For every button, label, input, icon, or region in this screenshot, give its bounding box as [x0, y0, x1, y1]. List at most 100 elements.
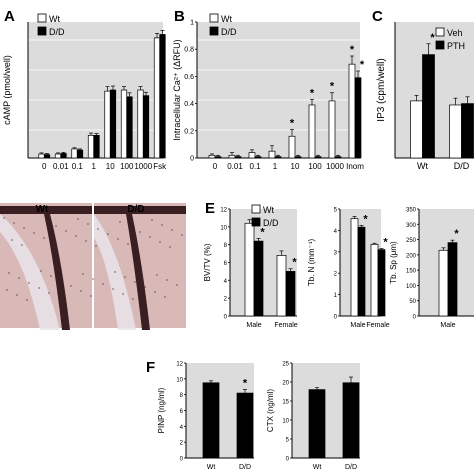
bar-wt-5: [308, 104, 316, 159]
trabecular-speck: [154, 291, 156, 293]
trabecular-speck: [8, 272, 10, 274]
plot-background: [197, 22, 360, 158]
bar-pth-0: [422, 54, 435, 159]
y-axis-label: IP3 (cpm/well): [376, 58, 387, 121]
growth-plate: [0, 214, 60, 330]
x-tick-label: D/D: [454, 161, 470, 171]
bar-value-0: [308, 389, 326, 459]
y-tick-label: 0: [334, 315, 338, 321]
bar-wt-7: [153, 37, 161, 159]
trabecular-speck: [87, 223, 89, 225]
y-tick-label: 5: [286, 438, 290, 444]
y-tick-label: 6: [224, 261, 228, 267]
chart-1: cAMP (pmol/well) 0 0.01 0.1 1 10 100 1000 Fsk Wt D…: [2, 8, 167, 171]
trabecular-speck: [21, 244, 23, 246]
chart-8: 0 5 10 15 20 25 CTX (ng/ml) Wt D/D: [266, 362, 360, 471]
x-tick-label: 1: [92, 162, 97, 171]
bar-wt-3: [87, 134, 95, 159]
trabecular-speck: [33, 232, 35, 234]
trabecular-speck: [166, 279, 168, 281]
trabecular-speck: [114, 271, 116, 273]
bar-dd-6: [334, 156, 342, 159]
y-tick-label: 20: [282, 381, 289, 387]
bar-wt-2: [71, 148, 78, 159]
y-tick-label: 3: [334, 250, 338, 256]
y-axis-label: Intracellular Ca²⁺ (ΔRFU): [172, 39, 182, 140]
bar-dd-1: [285, 271, 296, 317]
trabecular-speck: [159, 241, 161, 243]
legend-swatch: [435, 40, 445, 50]
y-tick-label: 12: [220, 208, 227, 214]
y-tick-label: 50: [409, 299, 416, 305]
bar-value-1: [236, 392, 254, 459]
trabecular-speck: [80, 290, 82, 292]
y-axis-label: Tb. N (mm⁻¹): [307, 239, 316, 287]
trabecular-speck: [171, 229, 173, 231]
bar-dd-0: [214, 156, 222, 159]
bar-pth-1: [461, 103, 474, 159]
bar-wt-0: [350, 218, 359, 317]
legend-label: PTH: [447, 41, 465, 51]
trabecular-speck: [85, 240, 87, 242]
trabecular-speck: [6, 289, 8, 291]
y-tick-label: 2: [180, 441, 184, 447]
trabecular-speck: [117, 238, 119, 240]
trabecular-speck: [124, 276, 126, 278]
bar-wt-4: [288, 135, 296, 159]
chart-4: 0 2 4 6 8 10 12 BV/TV (%) Male Female * * Wt D/D E: [203, 200, 298, 329]
bar-dd-1: [234, 156, 242, 159]
bar-wt-0: [438, 249, 449, 317]
bar-dd-5: [314, 156, 322, 159]
y-tick-label: 0: [180, 457, 184, 463]
x-tick-label: 100: [120, 162, 134, 171]
x-tick-label: Wt: [417, 161, 428, 171]
x-tick-label: 0: [42, 162, 47, 171]
chart-3: IP3 (cpm/well) Wt D/D * Veh PTH C: [372, 8, 474, 171]
x-tick-label: 100: [308, 162, 322, 171]
x-tick-label: D/D: [239, 464, 251, 471]
x-tick-label: 1000: [134, 162, 152, 171]
legend-label: Wt: [263, 205, 274, 215]
trabecular-speck: [77, 218, 79, 220]
trabecular-speck: [134, 281, 136, 283]
significance-star: *: [383, 237, 388, 249]
trabecular-speck: [127, 243, 129, 245]
trabecular-speck: [43, 237, 45, 239]
bar-dd-0: [43, 154, 51, 159]
y-tick-label: 0.8: [184, 47, 194, 54]
trabecular-speck: [112, 288, 114, 290]
y-tick-label: 0.4: [184, 101, 194, 108]
trabecular-speck: [169, 246, 171, 248]
x-tick-label: Male: [440, 322, 455, 329]
trabecular-speck: [97, 228, 99, 230]
trabecular-speck: [122, 293, 124, 295]
trabecular-speck: [90, 295, 92, 297]
y-tick-label: 0: [190, 156, 194, 163]
bar-dd-1: [60, 153, 67, 159]
x-tick-label: 0.01: [227, 162, 243, 171]
bar-dd-1: [377, 249, 386, 317]
y-tick-label: 1: [190, 20, 194, 27]
legend-label: Veh: [447, 28, 463, 38]
trabecular-bone: [126, 214, 150, 330]
trabecular-speck: [11, 239, 13, 241]
trabecular-speck: [18, 277, 20, 279]
x-tick-label: Inom: [346, 162, 364, 171]
x-tick-label: 0: [213, 162, 218, 171]
y-tick-label: 4: [334, 229, 338, 235]
bar-wt-1: [228, 154, 236, 159]
bar-wt-5: [120, 89, 128, 159]
legend-label: D/D: [263, 218, 279, 228]
bar-wt-0: [38, 153, 45, 159]
significance-star: *: [330, 81, 335, 93]
bar-wt-3: [268, 150, 276, 159]
legend-swatch: [37, 13, 47, 23]
trabecular-speck: [26, 299, 28, 301]
y-axis-label: cAMP (pmol/well): [2, 55, 12, 125]
trabecular-speck: [144, 286, 146, 288]
y-tick-label: 12: [176, 362, 183, 368]
trabecular-speck: [151, 219, 153, 221]
trabecular-speck: [45, 220, 47, 222]
significance-star: *: [310, 88, 315, 100]
trabecular-speck: [3, 217, 5, 219]
